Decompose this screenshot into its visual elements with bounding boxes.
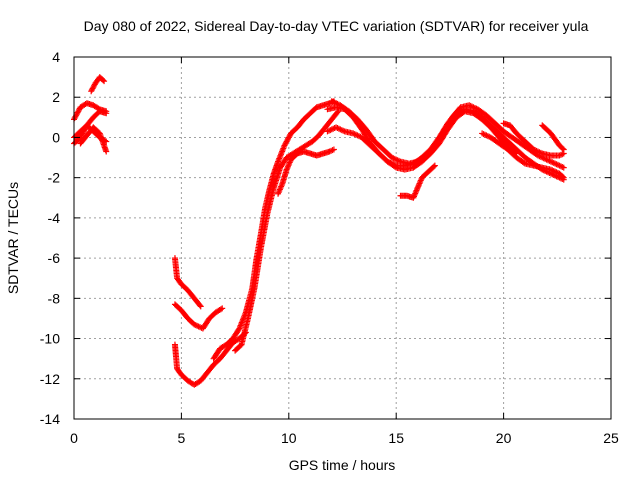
x-tick-label: 20 xyxy=(496,430,512,446)
data-point xyxy=(431,162,438,169)
y-tick-label: -6 xyxy=(48,250,61,266)
data-point xyxy=(219,305,226,312)
series-track-13 xyxy=(324,104,567,183)
y-tick-label: -8 xyxy=(48,290,61,306)
y-tick-label: 0 xyxy=(52,129,60,145)
series-track-5 xyxy=(88,74,108,95)
series-track-11 xyxy=(275,146,337,197)
y-tick-label: -14 xyxy=(40,411,60,427)
data-point xyxy=(103,110,110,117)
data-point xyxy=(101,78,108,85)
y-tick-label: -4 xyxy=(48,210,61,226)
data-point xyxy=(560,174,567,181)
x-tick-label: 25 xyxy=(603,430,619,446)
x-axis-label: GPS time / hours xyxy=(289,457,396,473)
y-tick-label: 2 xyxy=(52,89,60,105)
data-point xyxy=(103,148,110,155)
data-point xyxy=(557,151,564,158)
series-track-9 xyxy=(210,98,337,362)
grid-lines xyxy=(74,57,611,419)
data-point xyxy=(197,303,204,310)
data-point xyxy=(335,108,342,115)
series-track-15 xyxy=(479,130,567,181)
data-point xyxy=(235,326,242,333)
data-point xyxy=(196,302,203,309)
data-point xyxy=(217,306,224,313)
chart-title: Day 080 of 2022, Sidereal Day-to-day VTE… xyxy=(84,18,589,34)
data-point xyxy=(560,146,567,153)
y-tick-label: -12 xyxy=(40,371,60,387)
data-point xyxy=(559,151,566,158)
y-tick-label: -10 xyxy=(40,331,60,347)
series-track-4 xyxy=(77,124,110,155)
data-point xyxy=(430,163,437,170)
series-track-6 xyxy=(171,255,204,310)
series-track-7 xyxy=(171,301,226,332)
data-point xyxy=(559,173,566,180)
x-tick-label: 5 xyxy=(178,430,186,446)
data-points xyxy=(71,74,567,388)
y-tick-label: -2 xyxy=(48,170,61,186)
data-point xyxy=(328,147,335,154)
series-track-17 xyxy=(539,122,567,153)
data-point xyxy=(560,164,567,171)
series-track-18 xyxy=(397,162,438,201)
x-tick-label: 10 xyxy=(281,430,297,446)
data-point xyxy=(391,163,398,170)
y-axis-label: SDTVAR / TECUs xyxy=(5,182,21,294)
series-track-16 xyxy=(500,120,567,159)
plot-frame xyxy=(73,56,612,420)
data-point xyxy=(559,145,566,152)
y-tick-label: 4 xyxy=(52,49,60,65)
x-tick-label: 0 xyxy=(70,430,78,446)
data-point xyxy=(330,146,337,153)
series-track-10 xyxy=(232,108,342,354)
data-point xyxy=(520,159,527,166)
x-tick-label: 15 xyxy=(388,430,404,446)
series-track-8 xyxy=(171,329,249,388)
data-point xyxy=(99,77,106,84)
